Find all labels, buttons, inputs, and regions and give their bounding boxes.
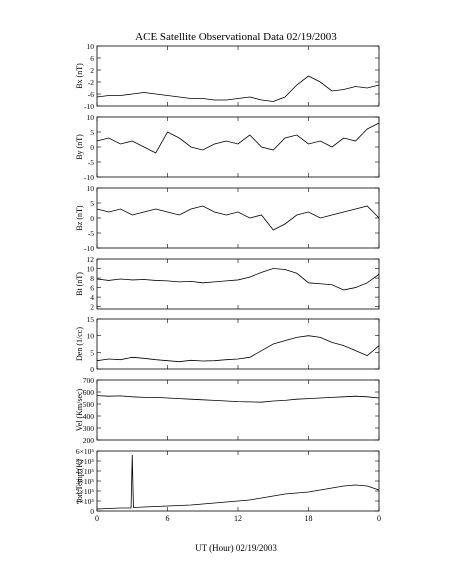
xtick-label: 0 xyxy=(95,514,99,523)
ytick-label-bx: -6 xyxy=(88,90,94,99)
ytick-label-by: -5 xyxy=(88,158,94,167)
series-line-bz xyxy=(96,205,380,231)
ytick-label-by: 10 xyxy=(87,113,95,122)
ytick-label-vel: 400 xyxy=(83,412,95,421)
ytick-label-bz: -5 xyxy=(88,229,94,238)
ytick-label-den: 5 xyxy=(90,348,94,357)
ytick-label-bz: 0 xyxy=(90,214,94,223)
series-line-vel xyxy=(96,395,380,403)
panel-frame-bz xyxy=(96,187,380,249)
ytick-label-by: 5 xyxy=(90,128,94,137)
ylabel-vel: Vel (Km/sec) xyxy=(75,388,84,431)
ylabel-bz: Bz (nT) xyxy=(75,205,84,230)
panel-frame-iontemp xyxy=(96,450,380,512)
ytick-label-vel: 300 xyxy=(83,424,95,433)
ytick-label-den: 15 xyxy=(87,315,95,324)
ytick-label-bz: -10 xyxy=(84,244,94,253)
ytick-label-bx: 10 xyxy=(87,42,95,51)
series-line-iontemp xyxy=(96,454,380,510)
ylabel-iontemp: Ion Temp (K) xyxy=(75,459,84,503)
ytick-label-iontemp: 3×10⁵ xyxy=(76,477,94,486)
panel-frame-vel xyxy=(96,379,380,441)
xtick-label: 12 xyxy=(234,514,242,523)
ylabel-den: Den (1/cc) xyxy=(75,327,84,361)
ytick-label-bt: 2 xyxy=(90,303,94,312)
ytick-label-bx: 6 xyxy=(90,54,94,63)
ytick-label-vel: 200 xyxy=(83,436,95,445)
ytick-label-iontemp: 5×10⁵ xyxy=(76,457,94,466)
ytick-label-bx: 2 xyxy=(90,66,94,75)
panels-container: -10 -6 -2 2 6 10 Bx (nT) -10 -5 0 5 10 By (nT) -10 -5 0… xyxy=(75,42,381,523)
series-line-den xyxy=(96,335,380,363)
ytick-label-den: 10 xyxy=(87,332,95,341)
ylabel-bx: Bx (nT) xyxy=(75,63,84,89)
ytick-label-iontemp: 4×10⁵ xyxy=(76,467,94,476)
series-line-by xyxy=(96,122,380,154)
ytick-label-bz: 10 xyxy=(87,184,95,193)
ytick-label-iontemp: 1×10⁵ xyxy=(76,497,94,506)
ytick-label-bz: 5 xyxy=(90,199,94,208)
x-axis-label: UT (Hour) 02/19/2003 xyxy=(195,543,277,553)
figure-title: ACE Satellite Observational Data 02/19/2… xyxy=(135,31,337,43)
ytick-label-by: -10 xyxy=(84,173,94,182)
ytick-label-iontemp: 2×10⁵ xyxy=(76,487,94,496)
ytick-label-iontemp: 6×10⁵ xyxy=(76,447,94,456)
ytick-label-bt: 12 xyxy=(87,255,95,264)
xtick-label: 6 xyxy=(166,514,170,523)
panel-frame-bt xyxy=(96,258,380,310)
ytick-label-vel: 700 xyxy=(83,376,95,385)
ylabel-by: By (nT) xyxy=(75,134,84,160)
xtick-label: 0 xyxy=(377,514,381,523)
panel-frame-bx xyxy=(96,45,380,107)
ytick-label-bt: 8 xyxy=(90,274,94,283)
panel-frame-by xyxy=(96,116,380,178)
ytick-label-bx: -10 xyxy=(84,102,94,111)
ytick-label-by: 0 xyxy=(90,143,94,152)
ytick-label-den: 0 xyxy=(90,365,94,374)
ytick-label-vel: 500 xyxy=(83,400,95,409)
series-line-bx xyxy=(96,75,380,102)
xtick-label: 18 xyxy=(305,514,313,523)
ytick-label-bt: 10 xyxy=(87,265,95,274)
ytick-label-bt: 6 xyxy=(90,284,94,293)
ytick-label-vel: 600 xyxy=(83,388,95,397)
ytick-label-iontemp: 0 xyxy=(90,507,94,516)
ytick-label-bt: 4 xyxy=(90,293,94,302)
ytick-label-bx: -2 xyxy=(88,78,94,87)
series-line-bt xyxy=(96,268,380,291)
ylabel-bt: Bt (nT) xyxy=(75,272,84,296)
